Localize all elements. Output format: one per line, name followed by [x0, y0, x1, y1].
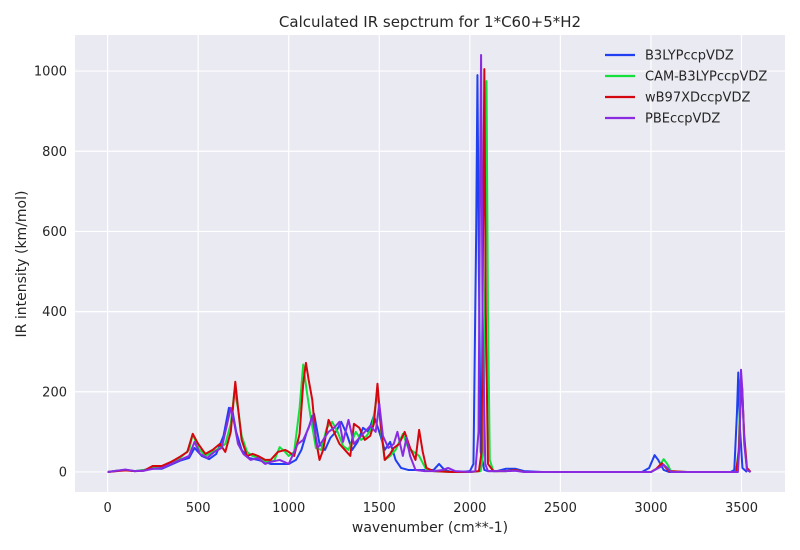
grid-lines — [75, 35, 785, 492]
chart-title: Calculated IR sepctrum for 1*C60+5*H2 — [279, 13, 581, 31]
legend-label: PBEccpVDZ — [645, 112, 720, 127]
legend-label: CAM-B3LYPccpVDZ — [645, 70, 767, 85]
x-tick-label: 0 — [103, 501, 111, 516]
x-tick-label: 3500 — [725, 501, 758, 516]
y-tick-label: 200 — [42, 385, 67, 400]
x-axis-label: wavenumber (cm**-1) — [352, 520, 508, 536]
y-tick-label: 800 — [42, 145, 67, 160]
x-tick-label: 1500 — [363, 501, 396, 516]
y-tick-label: 400 — [42, 305, 67, 320]
series-line-4 — [107, 54, 752, 473]
x-tick-label: 500 — [186, 501, 211, 516]
y-tick-label: 600 — [42, 225, 67, 240]
plot-area — [75, 35, 785, 492]
x-tick-label: 2500 — [544, 501, 577, 516]
legend: B3LYPccpVDZ CAM-B3LYPccpVDZ wB97XDccpVDZ PB… — [605, 49, 767, 127]
y-tick-label: 1000 — [34, 65, 67, 80]
legend-label: B3LYPccpVDZ — [645, 49, 734, 64]
legend-label: wB97XDccpVDZ — [645, 91, 750, 106]
y-tick-label: 0 — [59, 465, 67, 480]
series-layer — [107, 54, 752, 473]
x-tick-label: 2000 — [453, 501, 486, 516]
x-tick-label: 1000 — [272, 501, 305, 516]
y-axis-label: IR intensity (km/mol) — [14, 191, 30, 338]
tick-labels: 0 500 1000 1500 2000 2500 3000 3500 0 200 400 600 80… — [34, 65, 758, 516]
x-tick-label: 3000 — [634, 501, 667, 516]
